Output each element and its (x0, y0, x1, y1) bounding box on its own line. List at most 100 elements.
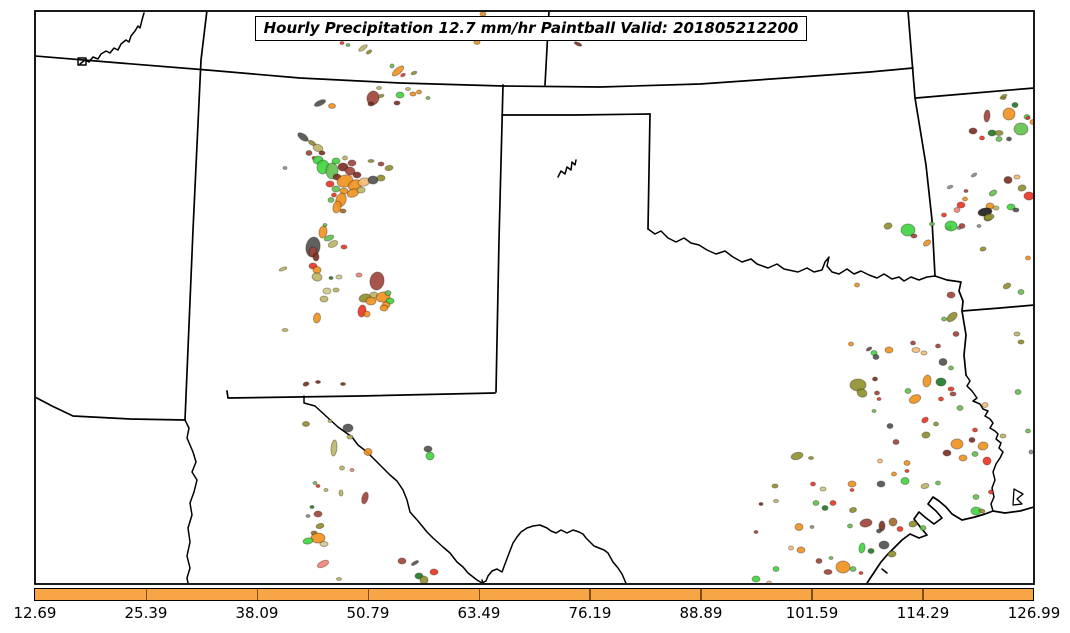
paintball-contour (339, 208, 347, 214)
paintball-contour (876, 528, 882, 534)
paintball-contour (970, 172, 978, 178)
state-border-line (907, 12, 936, 277)
paintball-contour (1028, 449, 1033, 455)
state-border-line (915, 87, 1033, 99)
paintball-contour (771, 483, 779, 489)
paintball-contour (1006, 203, 1016, 211)
paintball-contour (972, 427, 978, 433)
paintball-contour (305, 514, 311, 518)
paintball-contour (1002, 282, 1012, 290)
paintball-contour (858, 542, 866, 554)
paintball-contour (796, 546, 806, 554)
river-line (77, 57, 87, 66)
paintball-contour (849, 506, 857, 514)
river-line (881, 568, 888, 574)
paintball-contour (920, 350, 928, 356)
paintball-contour (922, 239, 932, 247)
paintball-contour (849, 488, 855, 492)
paintball-contour (319, 295, 329, 303)
paintball-contour (938, 396, 944, 402)
plot-title: Hourly Precipitation 12.7 mm/hr Paintbal… (263, 19, 799, 37)
state-border-line (184, 12, 208, 421)
paintball-contour (872, 376, 878, 382)
paintball-contour (316, 559, 330, 569)
plot-title-box: Hourly Precipitation 12.7 mm/hr Paintbal… (255, 16, 807, 41)
paintball-contour (358, 44, 368, 52)
paintball-contour (876, 480, 886, 488)
state-border-line (36, 55, 914, 88)
paintball-contour (904, 469, 910, 473)
paintball-contour (332, 287, 340, 293)
paintball-contour (312, 143, 324, 153)
paintball-contour (950, 438, 964, 450)
paintball-contour (946, 291, 956, 299)
paintball-contour (995, 136, 1003, 142)
state-borders-layer (36, 12, 1033, 583)
paintball-contour (849, 566, 857, 572)
paintball-contour (363, 448, 373, 456)
paintball-contour (794, 523, 804, 531)
paintball-contour (810, 481, 816, 487)
paintball-contour (988, 489, 994, 495)
paintball-contour (376, 86, 382, 90)
paintball-contour (911, 347, 921, 353)
paintball-contour (278, 266, 288, 272)
paintball-contour (884, 346, 894, 354)
paintball-contour (282, 166, 288, 170)
paintball-contour (848, 341, 854, 347)
paintball-contour (856, 388, 868, 398)
paintball-contour (1002, 107, 1016, 121)
paintball-contour (988, 189, 998, 197)
paintball-contour (342, 155, 348, 161)
paintball-contour (982, 456, 992, 466)
paintball-contour (867, 548, 875, 554)
paintball-contour (953, 207, 961, 213)
paintball-contour (327, 240, 339, 248)
paintball-contour (900, 477, 910, 485)
paintball-contour (376, 174, 386, 182)
paintball-contour (900, 223, 916, 237)
river-line (557, 159, 577, 178)
paintball-contour (968, 127, 978, 135)
paintball-contour (327, 419, 333, 423)
paintball-contour (409, 91, 417, 97)
paintball-contour (753, 530, 759, 534)
paintball-contour (423, 445, 433, 453)
river-line (184, 419, 198, 583)
paintball-contour (332, 200, 342, 214)
paintball-contour (981, 402, 989, 408)
paintball-contour (331, 157, 341, 165)
paintball-contour (397, 557, 407, 565)
paintball-contour (883, 222, 893, 230)
paintball-contour (979, 246, 987, 252)
paintball-contour (322, 287, 332, 295)
paintball-contour (808, 456, 814, 460)
paintball-contour (313, 99, 327, 107)
paintball-contour (878, 540, 890, 550)
paintball-contour (871, 409, 877, 413)
paintball-contour (958, 223, 966, 229)
state-border-line (36, 396, 186, 421)
paintball-contour (823, 569, 833, 575)
paintball-contour (992, 205, 1000, 211)
paintball-contour (983, 213, 995, 221)
paintball-contour (878, 520, 886, 532)
paintball-contour (835, 560, 851, 574)
colorbar-tick (145, 589, 148, 600)
paintball-contour (1017, 184, 1027, 192)
colorbar-tick-label: 126.99 (1007, 604, 1061, 622)
paintball-contour (338, 489, 344, 497)
colorbar-tick (478, 589, 481, 600)
paintball-contour (929, 221, 935, 227)
state-border-line (934, 275, 1033, 312)
paintball-contour (1017, 289, 1025, 295)
paintball-contour (309, 505, 315, 509)
paintball-contour (367, 101, 375, 107)
state-border-line (647, 113, 651, 230)
paintball-contour (956, 405, 964, 411)
plot-frame (34, 10, 1035, 585)
colorbar-tick (367, 589, 370, 600)
paintball-contour (949, 391, 957, 397)
paintball-contour (509, 2, 515, 6)
